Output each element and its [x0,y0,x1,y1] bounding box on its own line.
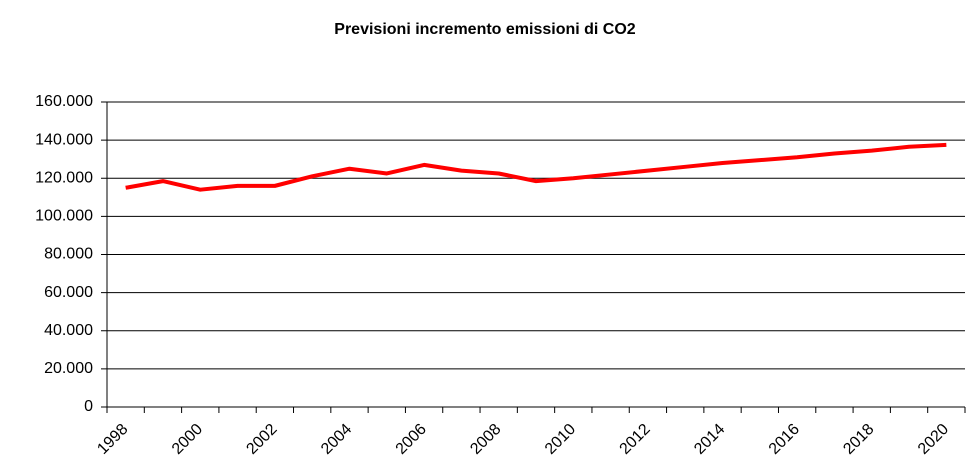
x-tick-label: 2004 [318,421,355,458]
x-tick-label: 2010 [542,421,579,458]
x-tick-label: 2000 [169,421,206,458]
y-tick-label: 60.000 [44,284,93,301]
x-tick-label: 1998 [94,421,131,458]
chart-title: Previsioni incremento emissioni di CO2 [334,21,636,38]
y-tick-label: 100.000 [35,208,93,225]
x-tick-label: 2012 [617,421,654,458]
x-tick-label: 2018 [840,421,877,458]
y-tick-label: 160.000 [35,93,93,110]
x-tick-label: 2008 [467,421,504,458]
y-tick-label: 0 [84,398,93,415]
y-tick-label: 120.000 [35,169,93,186]
y-tick-label: 20.000 [44,360,93,377]
line-series [125,142,947,192]
y-tick-label: 140.000 [35,131,93,148]
x-tick-label: 2014 [691,421,728,458]
y-tick-label: 80.000 [44,246,93,263]
y-tick-label: 40.000 [44,322,93,339]
x-tick-label: 2020 [915,421,952,458]
x-tick-label: 2002 [243,421,280,458]
x-tick-label: 2006 [393,421,430,458]
x-tick-label: 2016 [766,421,803,458]
